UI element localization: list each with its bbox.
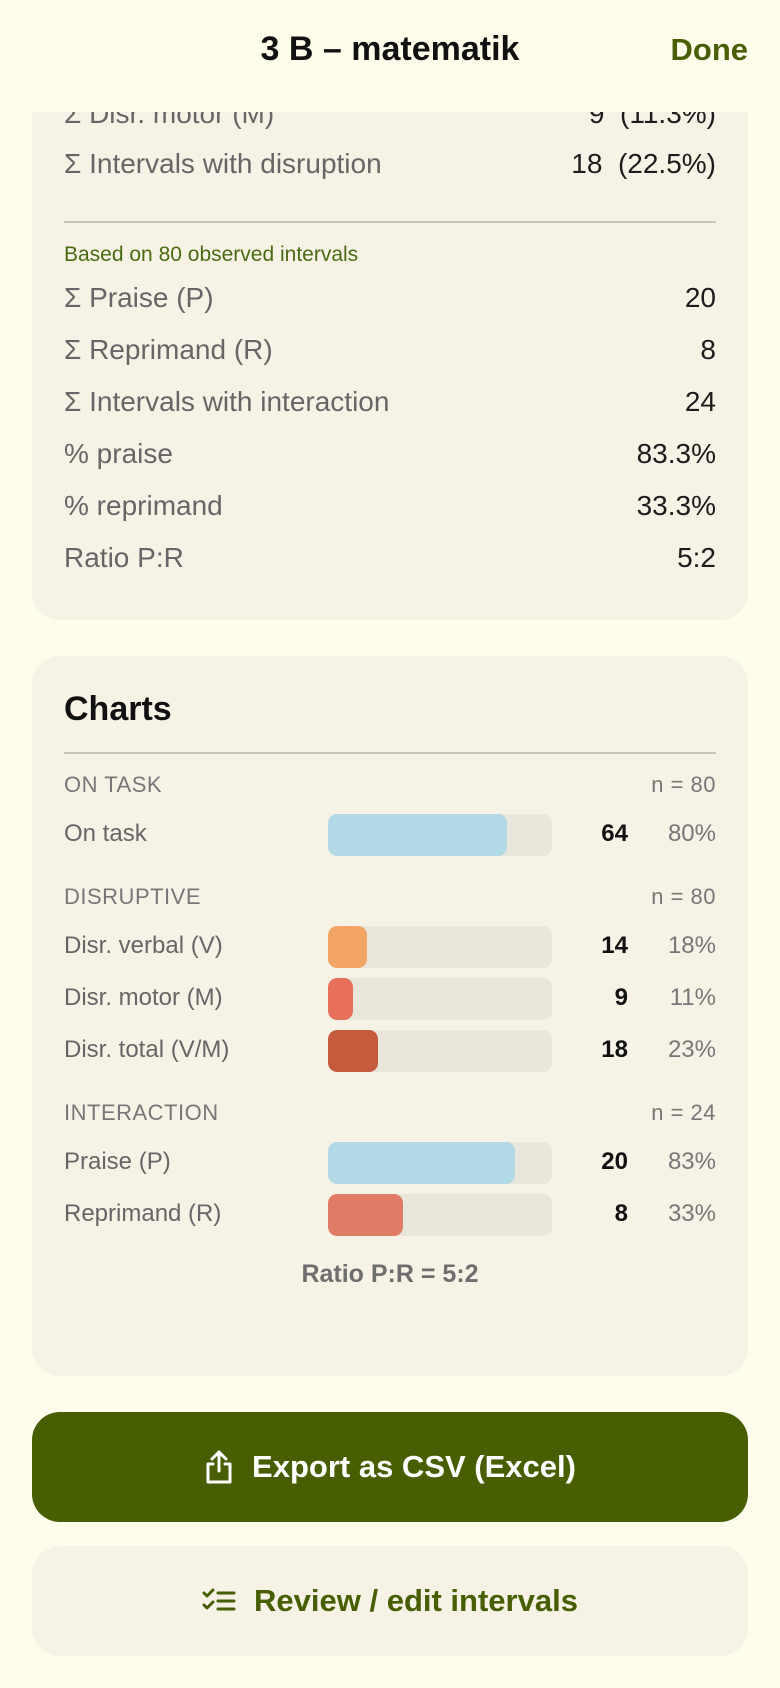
bar-count: 18 <box>601 1036 628 1063</box>
summary-row: Σ Intervals with disruption 18 (22.5%) <box>64 148 716 180</box>
section-n: n = 80 <box>651 772 716 797</box>
done-button[interactable]: Done <box>670 32 749 67</box>
charts-title: Charts <box>64 690 172 728</box>
section-header-interaction: INTERACTION n = 24 <box>64 1100 716 1126</box>
section-header-on-task: ON TASK n = 80 <box>64 772 716 798</box>
bar-count: 9 <box>614 984 628 1011</box>
divider <box>64 221 716 223</box>
review-label: Review / edit intervals <box>254 1583 578 1618</box>
bar-count: 20 <box>601 1148 628 1175</box>
bar-fill <box>328 1142 515 1184</box>
bar-fill <box>328 1030 379 1072</box>
bar-row-disr-motor: Disr. motor (M) 9 11% <box>64 978 716 1020</box>
bar-percent: 18% <box>667 932 716 959</box>
bar-label: Disr. motor (M) <box>64 984 223 1011</box>
bar-percent: 23% <box>667 1036 716 1063</box>
summary-row-label: Ratio P:R <box>64 542 184 573</box>
summary-row-label: Σ Praise (P) <box>64 282 214 313</box>
summary-row-value: 20 <box>684 282 716 313</box>
summary-row-value: 18 (22.5%) <box>571 148 716 179</box>
share-upload-icon <box>204 1449 234 1485</box>
summary-row-label: Σ Intervals with disruption <box>64 148 382 179</box>
summary-row: Ratio P:R 5:2 <box>64 542 716 574</box>
section-title: ON TASK <box>64 772 163 797</box>
review-intervals-button[interactable]: Review / edit intervals <box>32 1546 748 1656</box>
bar-label: Disr. total (V/M) <box>64 1036 230 1063</box>
bar-count: 64 <box>601 820 628 847</box>
bar-track <box>328 1194 552 1236</box>
ratio-summary: Ratio P:R = 5:2 <box>301 1260 479 1288</box>
checklist-icon <box>202 1588 236 1614</box>
summary-row-label: % reprimand <box>64 490 223 521</box>
bar-label: On task <box>64 820 147 847</box>
bar-track <box>328 926 552 968</box>
section-title: INTERACTION <box>64 1100 219 1125</box>
summary-card: Σ Disr. motor (M) 9 (11.3%) Σ Intervals … <box>32 60 748 620</box>
bar-count: 14 <box>601 932 628 959</box>
divider <box>64 752 716 754</box>
charts-card: Charts ON TASK n = 80 On task 64 80% DIS… <box>32 656 748 1376</box>
bar-row-disr-verbal: Disr. verbal (V) 14 18% <box>64 926 716 968</box>
bar-label: Praise (P) <box>64 1148 171 1175</box>
bar-row-praise: Praise (P) 20 83% <box>64 1142 716 1184</box>
section-n: n = 24 <box>651 1100 716 1125</box>
summary-row: Σ Praise (P) 20 <box>64 282 716 314</box>
summary-row-value: 24 <box>684 386 716 417</box>
summary-row: Σ Reprimand (R) 8 <box>64 334 716 366</box>
summary-row-value: 8 <box>700 334 716 365</box>
bar-percent: 11% <box>669 984 716 1011</box>
export-label: Export as CSV (Excel) <box>252 1449 576 1484</box>
summary-row: % reprimand 33.3% <box>64 490 716 522</box>
section-n: n = 80 <box>651 884 716 909</box>
bar-track <box>328 1142 552 1184</box>
bar-fill <box>328 978 354 1020</box>
bar-row-reprimand: Reprimand (R) 8 33% <box>64 1194 716 1236</box>
bar-track <box>328 814 552 856</box>
section-title: DISRUPTIVE <box>64 884 202 909</box>
bar-row-disr-total: Disr. total (V/M) 18 23% <box>64 1030 716 1072</box>
bar-percent: 83% <box>667 1148 716 1175</box>
bar-fill <box>328 1194 403 1236</box>
section-header-disruptive: DISRUPTIVE n = 80 <box>64 884 716 910</box>
bar-percent: 80% <box>667 820 716 847</box>
summary-row-value: 5:2 <box>677 542 716 573</box>
nav-header: 3 B – matematik Done <box>0 0 780 112</box>
page-title: 3 B – matematik <box>260 30 520 68</box>
bar-percent: 33% <box>667 1200 716 1227</box>
bar-row-on-task: On task 64 80% <box>64 814 716 856</box>
bar-track <box>328 1030 552 1072</box>
bar-count: 8 <box>614 1200 628 1227</box>
observed-intervals-note: Based on 80 observed intervals <box>64 243 359 266</box>
export-csv-button[interactable]: Export as CSV (Excel) <box>32 1412 748 1522</box>
summary-row-label: Σ Intervals with interaction <box>64 386 390 417</box>
summary-row-label: Σ Reprimand (R) <box>64 334 273 365</box>
bar-label: Disr. verbal (V) <box>64 932 223 959</box>
bar-label: Reprimand (R) <box>64 1200 222 1227</box>
summary-row-value: 33.3% <box>636 490 716 521</box>
summary-row-value: 83.3% <box>636 438 716 469</box>
bar-fill <box>328 926 368 968</box>
bar-track <box>328 978 552 1020</box>
summary-row-label: % praise <box>64 438 173 469</box>
summary-row: Σ Intervals with interaction 24 <box>64 386 716 418</box>
bar-fill <box>328 814 508 856</box>
summary-row: % praise 83.3% <box>64 438 716 470</box>
